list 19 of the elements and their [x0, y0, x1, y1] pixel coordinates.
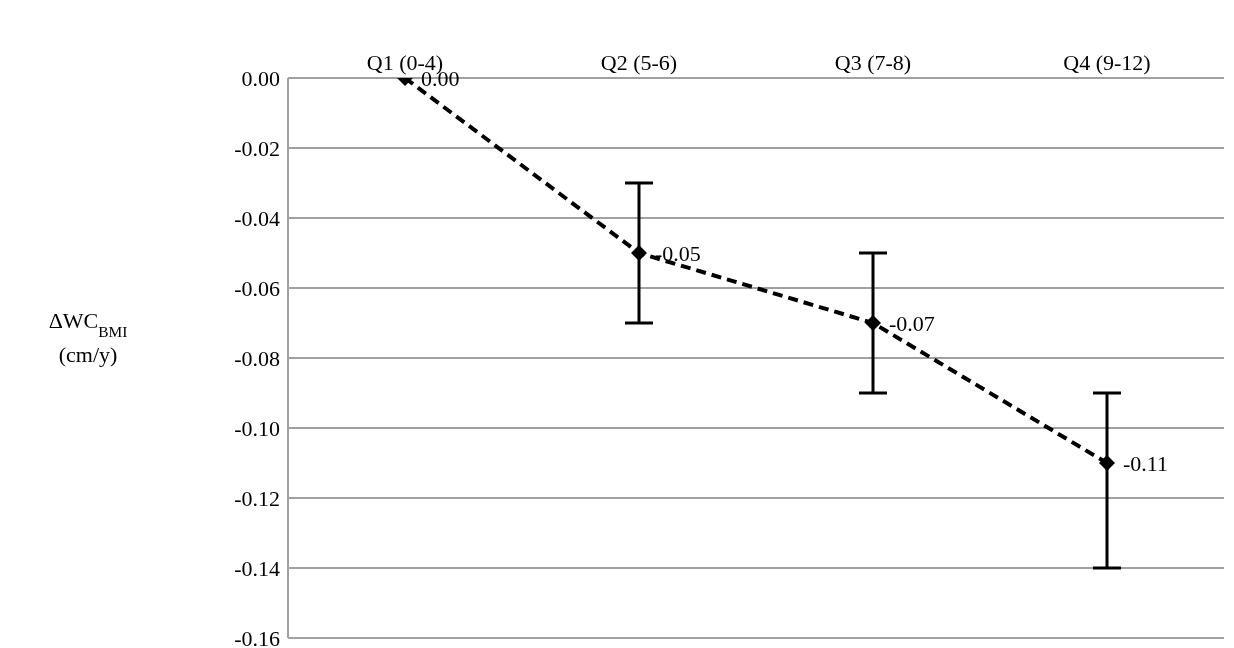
x-tick-label: Q4 (9-12): [1063, 50, 1151, 75]
y-axis-title: ΔWC$_{BMI}$ (cm/y): [48, 308, 128, 367]
data-label: -0.07: [889, 311, 935, 336]
point: [631, 245, 647, 261]
y-tick-label: -0.14: [234, 555, 280, 581]
x-tick-label: Q3 (7-8): [834, 50, 912, 75]
data-label: -0.05: [655, 241, 701, 266]
y-tick-label: 0.00: [241, 65, 280, 91]
y-tick-label: -0.10: [234, 415, 280, 441]
y-tick-label: -0.08: [234, 345, 280, 371]
y-tick-label: -0.06: [234, 275, 280, 301]
y-tick-label: -0.12: [234, 485, 280, 511]
x-tick-label: Q2 (5-6): [600, 50, 678, 75]
data-label: -0.11: [1123, 451, 1169, 476]
point: [865, 315, 881, 331]
y-tick-label: -0.04: [234, 205, 280, 231]
y-tick-label: -0.02: [234, 135, 280, 161]
y-tick-label: -0.16: [234, 625, 280, 648]
point: [1099, 455, 1115, 471]
